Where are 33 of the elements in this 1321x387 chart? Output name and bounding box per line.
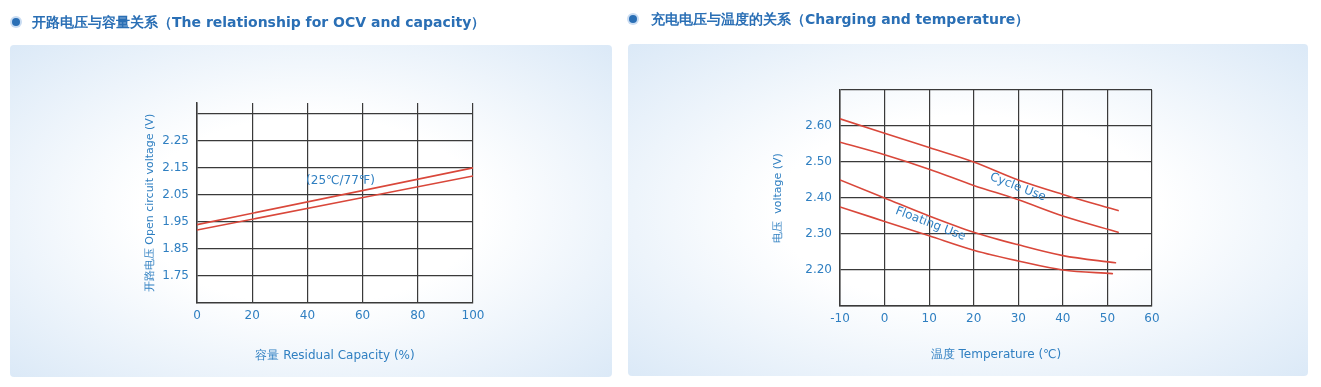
x-axis-title: 温度 Temperature (℃) <box>930 346 1062 361</box>
x-tick-label: 40 <box>299 308 316 323</box>
y-axis-title: 电压 voltage (V) <box>771 153 785 243</box>
y-tick-label: 2.20 <box>805 262 832 277</box>
x-tick-label: 100 <box>461 308 485 323</box>
x-tick-label: -10 <box>830 311 850 326</box>
x-tick-label: 0 <box>193 308 201 323</box>
y-tick-label: 2.30 <box>805 226 832 241</box>
x-tick-label: 0 <box>880 311 889 326</box>
y-tick-label: 2.05 <box>162 187 189 202</box>
y-tick-label: 2.25 <box>162 132 189 147</box>
chart-title: 充电电压与温度的关系（Charging and temperature） <box>651 11 1030 29</box>
y-tick-label: 2.40 <box>805 190 832 205</box>
y-tick-label: 2.60 <box>805 118 832 133</box>
y-tick-label: 2.15 <box>162 159 189 174</box>
x-tick-label: 40 <box>1055 311 1071 326</box>
chart-title: 开路电压与容量关系（The relationship for OCV and capacity） <box>32 14 486 32</box>
x-tick-label: 20 <box>244 308 260 323</box>
y-tick-label: 1.75 <box>162 268 189 283</box>
x-tick-label: 30 <box>1010 311 1026 326</box>
y-tick-label: 1.85 <box>162 241 189 256</box>
annotation: Cycle Use <box>988 169 1049 204</box>
y-tick-label: 1.95 <box>162 214 189 229</box>
x-tick-label: 20 <box>966 311 982 326</box>
x-tick-label: 80 <box>410 308 426 323</box>
x-tick-label: 10 <box>921 311 937 326</box>
y-axis-title: 开路电压 Open circuit voltage (V) <box>143 113 157 293</box>
x-tick-label: 60 <box>354 308 371 323</box>
line-series <box>840 206 1114 275</box>
x-axis-title: 容量 Residual Capacity (%) <box>255 347 415 362</box>
x-tick-label: 60 <box>1144 311 1160 326</box>
x-tick-label: 50 <box>1099 311 1116 326</box>
y-tick-label: 2.50 <box>805 154 832 169</box>
